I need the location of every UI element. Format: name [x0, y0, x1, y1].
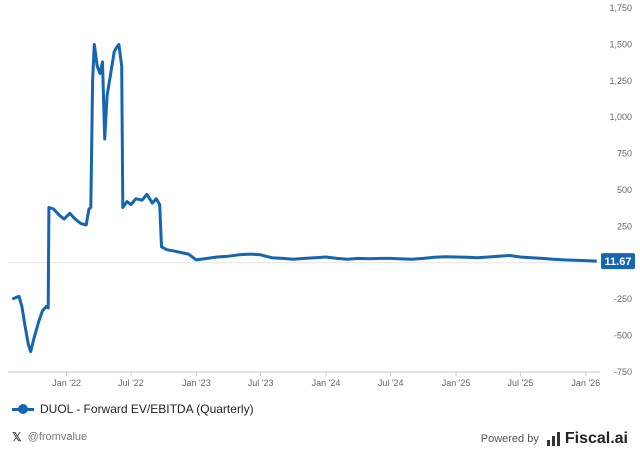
- footer-handle[interactable]: 𝕏 @fromvalue: [12, 430, 87, 444]
- x-tick-label: Jan '25: [442, 378, 471, 388]
- handle-text: @fromvalue: [27, 431, 88, 443]
- y-tick-label: -500: [614, 331, 632, 341]
- bar-chart-icon: [546, 432, 561, 446]
- legend[interactable]: DUOL - Forward EV/EBITDA (Quarterly): [12, 402, 254, 416]
- x-tick-label: Jul '23: [248, 378, 274, 388]
- x-tick-label: Jan '22: [52, 378, 81, 388]
- powered-by-text: Powered by: [480, 433, 539, 445]
- last-value-label: 11.67: [601, 253, 635, 270]
- y-tick-label: 500: [617, 185, 632, 195]
- y-tick-label: 1,750: [609, 3, 632, 13]
- x-tick-label: Jan '24: [312, 378, 341, 388]
- y-tick-label: -250: [614, 294, 632, 304]
- x-tick-label: Jan '23: [182, 378, 211, 388]
- y-tick-label: 1,250: [609, 76, 632, 86]
- y-tick-label: 750: [617, 149, 632, 159]
- series-line: [11, 42, 597, 354]
- y-axis: 1,750 1,500 1,250 1,000 750 500 250 -250 -500 -75…: [609, 3, 632, 377]
- legend-label: DUOL - Forward EV/EBITDA (Quarterly): [40, 402, 254, 416]
- last-value-text: 11.67: [605, 256, 632, 268]
- powered-by[interactable]: Powered by Fiscal.ai: [481, 430, 628, 448]
- y-tick-label: 1,000: [609, 112, 632, 122]
- y-tick-label: -750: [614, 367, 632, 377]
- brand-name: Fiscal.ai: [564, 430, 628, 447]
- x-tick-label: Jan '26: [571, 378, 600, 388]
- x-tick-label: Jul '22: [118, 378, 144, 388]
- chart: 1,750 1,500 1,250 1,000 750 500 250 -250 -500 -75…: [8, 3, 635, 388]
- y-tick-label: 1,500: [609, 39, 632, 49]
- last-value-badge: [601, 253, 635, 270]
- x-icon: 𝕏: [12, 430, 22, 444]
- legend-swatch: [12, 404, 34, 414]
- x-axis: Jan '22 Jul '22 Jan '23 Jul '23 Jan '24 Jul '…: [52, 372, 600, 388]
- x-tick-label: Jul '25: [508, 378, 534, 388]
- y-tick-label: 250: [617, 221, 632, 231]
- x-tick-label: Jul '24: [378, 378, 404, 388]
